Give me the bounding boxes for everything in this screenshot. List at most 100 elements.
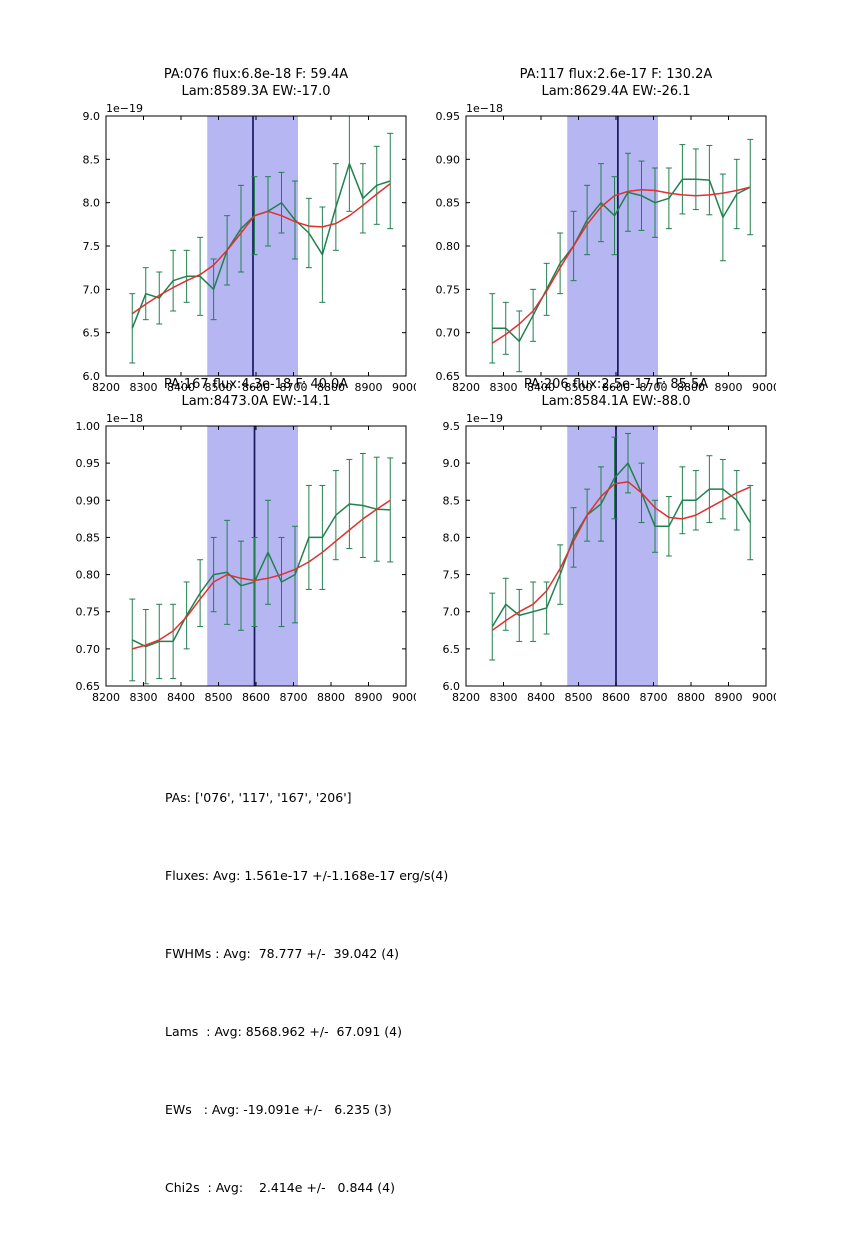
svg-text:8600: 8600 (242, 691, 270, 704)
svg-text:8.5: 8.5 (83, 153, 101, 166)
summary-line-fwhms: FWHMs : Avg: 78.777 +/- 39.042 (4) (165, 946, 399, 961)
plot-title-line2: Lam:8584.1A EW:-88.0 (541, 394, 691, 409)
svg-text:0.95: 0.95 (76, 457, 101, 470)
svg-text:6.0: 6.0 (83, 370, 101, 383)
svg-text:8500: 8500 (205, 691, 233, 704)
summary-line-pas: PAs: ['076', '117', '167', '206'] (165, 790, 352, 805)
svg-text:8900: 8900 (715, 381, 743, 394)
svg-text:1e−18: 1e−18 (106, 412, 143, 425)
plot-title: PA:076 flux:6.8e-18 F: 59.4A Lam:8589.3A… (106, 66, 406, 100)
svg-text:0.95: 0.95 (436, 110, 461, 123)
svg-text:8700: 8700 (640, 381, 668, 394)
svg-text:6.5: 6.5 (443, 643, 461, 656)
summary-line-chi2s: Chi2s : Avg: 2.414e +/- 0.844 (4) (165, 1180, 396, 1195)
svg-text:1e−19: 1e−19 (106, 102, 143, 115)
axes-bottom-right: 8200830084008500860087008800890090006.06… (443, 412, 777, 704)
svg-text:8200: 8200 (92, 381, 120, 394)
svg-text:8400: 8400 (527, 691, 555, 704)
svg-text:8800: 8800 (677, 381, 705, 394)
fit-line (131, 183, 391, 315)
plot-top-left: PA:076 flux:6.8e-18 F: 59.4A Lam:8589.3A… (56, 66, 417, 394)
svg-text:1e−19: 1e−19 (466, 412, 503, 425)
svg-text:8200: 8200 (452, 691, 480, 704)
svg-text:8300: 8300 (490, 381, 518, 394)
fit-line (491, 186, 751, 344)
svg-text:6.0: 6.0 (443, 680, 461, 693)
fit-line (491, 480, 751, 631)
y-tick-labels: 0.65 0.70 0.75 0.80 0.85 0.90 0.95 (436, 110, 461, 383)
svg-text:0.70: 0.70 (436, 327, 461, 340)
axes-top-left: 8200830084008500860087008800890090006.06… (83, 102, 417, 394)
svg-text:0.70: 0.70 (76, 643, 101, 656)
svg-text:8400: 8400 (527, 381, 555, 394)
svg-text:8700: 8700 (640, 691, 668, 704)
svg-text:9.5: 9.5 (443, 420, 461, 433)
plot-title: PA:206 flux:2.5e-17 F: 85.5A Lam:8584.1A… (466, 376, 766, 410)
plot-title-line2: Lam:8589.3A EW:-17.0 (181, 84, 331, 99)
summary-line-fluxes: Fluxes: Avg: 1.561e-17 +/-1.168e-17 erg/… (165, 868, 449, 883)
summary-line-lams: Lams : Avg: 8568.962 +/- 67.091 (4) (165, 1024, 402, 1039)
plot-title: PA:117 flux:2.6e-17 F: 130.2A Lam:8629.4… (466, 66, 766, 100)
plot-title-line1: PA:117 flux:2.6e-17 F: 130.2A (519, 67, 713, 82)
svg-text:8500: 8500 (565, 381, 593, 394)
svg-text:9.0: 9.0 (83, 110, 101, 123)
svg-text:8400: 8400 (167, 381, 195, 394)
svg-text:8600: 8600 (602, 691, 630, 704)
svg-text:8700: 8700 (280, 381, 308, 394)
data-line (131, 503, 391, 648)
svg-text:8300: 8300 (130, 691, 158, 704)
svg-text:0.65: 0.65 (436, 370, 461, 383)
svg-text:7.0: 7.0 (443, 606, 461, 619)
highlight-band (567, 426, 658, 686)
svg-text:8800: 8800 (317, 691, 345, 704)
highlight-band (567, 116, 658, 376)
svg-text:6.5: 6.5 (83, 327, 101, 340)
svg-text:0.80: 0.80 (76, 569, 101, 582)
svg-text:7.5: 7.5 (83, 240, 101, 253)
svg-text:8200: 8200 (452, 381, 480, 394)
y-tick-labels: 6.0 6.5 7.0 7.5 8.0 8.5 9.0 9.5 (443, 420, 461, 693)
svg-text:0.85: 0.85 (76, 531, 101, 544)
svg-text:8600: 8600 (242, 381, 270, 394)
axis-offset-label: 1e−19 (106, 102, 143, 115)
svg-text:0.75: 0.75 (76, 606, 101, 619)
svg-text:0.80: 0.80 (436, 240, 461, 253)
svg-text:8800: 8800 (677, 691, 705, 704)
svg-text:8600: 8600 (602, 381, 630, 394)
plot-title-line1: PA:206 flux:2.5e-17 F: 85.5A (523, 377, 709, 392)
svg-text:8300: 8300 (490, 691, 518, 704)
axis-offset-label: 1e−18 (106, 412, 143, 425)
svg-text:8900: 8900 (355, 381, 383, 394)
y-tick-labels: 0.65 0.70 0.75 0.80 0.85 0.90 0.95 1.00 (76, 420, 101, 693)
data-line (492, 178, 751, 343)
svg-text:8500: 8500 (205, 381, 233, 394)
plot-title-line2: Lam:8629.4A EW:-26.1 (541, 84, 691, 99)
tick-marks (105, 115, 407, 377)
svg-text:8700: 8700 (280, 691, 308, 704)
svg-text:8900: 8900 (355, 691, 383, 704)
svg-text:8.5: 8.5 (443, 494, 461, 507)
plot-top-right: PA:117 flux:2.6e-17 F: 130.2A Lam:8629.4… (416, 66, 777, 394)
svg-text:8400: 8400 (167, 691, 195, 704)
summary-line-ews: EWs : Avg: -19.091e +/- 6.235 (3) (165, 1102, 392, 1117)
summary-text-block: PAs: ['076', '117', '167', '206'] Fluxes… (165, 733, 448, 1253)
fit-line (132, 499, 391, 650)
plot-bottom-right: PA:206 flux:2.5e-17 F: 85.5A Lam:8584.1A… (416, 376, 777, 704)
svg-text:0.90: 0.90 (436, 153, 461, 166)
tick-marks (465, 115, 767, 377)
svg-text:8200: 8200 (92, 691, 120, 704)
svg-text:0.90: 0.90 (76, 494, 101, 507)
plot-title-line1: PA:167 flux:4.3e-18 F: 40.0A (163, 377, 349, 392)
plot-bottom-left: PA:167 flux:4.3e-18 F: 40.0A Lam:8473.0A… (56, 376, 417, 704)
svg-text:0.85: 0.85 (436, 197, 461, 210)
svg-text:9.0: 9.0 (443, 457, 461, 470)
